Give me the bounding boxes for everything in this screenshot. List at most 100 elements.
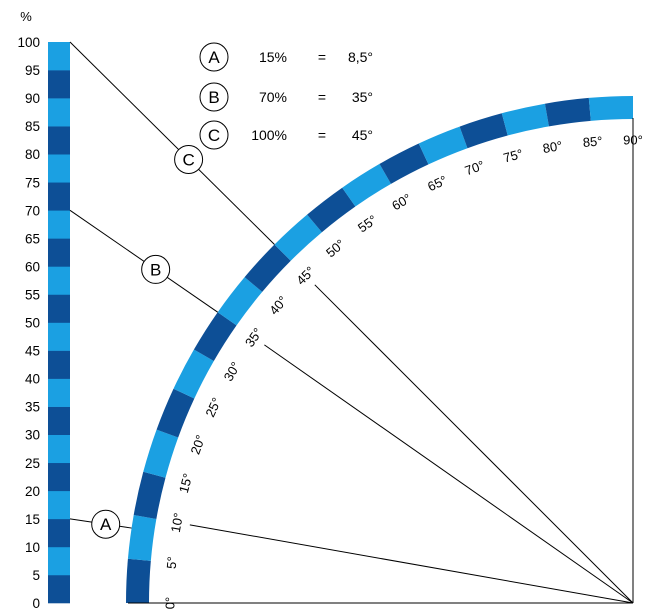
scale-segment: [48, 154, 70, 183]
percent-scale-bar: [48, 42, 70, 604]
scale-tick-label: 85: [25, 119, 40, 134]
legend-percent: 15%: [259, 49, 287, 65]
arc-segment: [342, 163, 391, 207]
angle-arc: [126, 96, 633, 603]
scale-segment: [48, 490, 70, 520]
scale-tick-label: 45: [25, 344, 40, 359]
arc-degree-label: 85°: [582, 133, 603, 150]
arc-degree-label: 30°: [221, 359, 244, 384]
arc-segment: [127, 514, 157, 561]
legend-marker-circle: [199, 42, 229, 72]
scale-tick-label: 65: [25, 231, 40, 246]
arc-degree-label: 70°: [463, 157, 487, 178]
arc-segment: [133, 471, 166, 519]
arc-degree-label: 65°: [425, 172, 449, 194]
arc-degree-label: 80°: [542, 138, 564, 156]
scale-segment: [48, 462, 70, 492]
arc-degree-label: 50°: [323, 236, 348, 260]
arc-segment: [193, 312, 237, 361]
arc-degree-label: 45°: [293, 263, 318, 288]
legend-equals: =: [318, 127, 326, 143]
marker-circle: [91, 509, 121, 539]
scale-tick-label: 30: [25, 428, 40, 443]
arc-degree-label: 75°: [502, 146, 525, 166]
arc-segment: [244, 244, 291, 292]
arc-segment: [544, 97, 591, 127]
arc-degree-label: 55°: [355, 212, 380, 236]
radial-line: [189, 524, 634, 604]
scale-tick-label: 20: [25, 484, 40, 499]
scale-tick-label: 60: [25, 259, 40, 274]
scale-tick-label: 5: [32, 568, 40, 583]
legend-equals: =: [318, 49, 326, 65]
arc-segment: [173, 349, 214, 399]
scale-tick-label: 100: [17, 35, 40, 50]
scale-segment: [48, 294, 70, 323]
scale-unit-label: %: [20, 9, 32, 24]
legend-row-b: B 70% = 35°: [199, 82, 373, 112]
arc-segment: [217, 277, 263, 326]
scale-tick-label: 40: [25, 372, 40, 387]
legend-percent: 70%: [259, 89, 287, 105]
legend-percent: 100%: [251, 127, 287, 143]
radial-line: [264, 344, 634, 604]
connector-lines: [69, 41, 634, 604]
scale-segment: [48, 378, 70, 407]
point-markers: A B C: [91, 144, 204, 539]
scale-tick-label: 10: [25, 540, 40, 555]
scale-segment: [48, 350, 70, 379]
arc-segment: [418, 126, 468, 165]
legend-row-a: A 15% = 8,5°: [199, 42, 373, 72]
legend-angle: 45°: [352, 127, 373, 143]
percent-scale-ticks: 0 5 10 15 20 25 30 35 40 45 50 55 60 65 70 75 80 85 90 95 10…: [17, 35, 40, 609]
scale-segment: [48, 70, 70, 99]
marker-circle: [174, 144, 204, 174]
arc-degree-label: 10°: [168, 512, 186, 534]
scale-tick-label: 0: [32, 596, 40, 609]
legend-marker-letter: C: [208, 126, 220, 145]
arc-degree-label: 15°: [176, 472, 196, 495]
scale-tick-label: 15: [25, 512, 40, 527]
arc-segment: [307, 187, 356, 233]
arc-degree-label: 5°: [164, 556, 180, 570]
legend-marker-letter: B: [208, 88, 219, 107]
scale-tick-label: 50: [25, 316, 40, 331]
scale-tick-label: 35: [25, 400, 40, 415]
arc-segment: [126, 558, 151, 603]
scale-segment: [48, 322, 70, 351]
legend-marker-circle: [199, 120, 229, 150]
arc-segment: [274, 214, 322, 261]
legend-angle: 35°: [352, 89, 373, 105]
marker-letter: B: [150, 260, 161, 279]
scale-tick-label: 70: [25, 203, 40, 218]
legend-angle: 8,5°: [348, 49, 373, 65]
scale-segment: [48, 238, 70, 267]
scale-tick-label: 75: [25, 175, 40, 190]
scale-segment: [48, 406, 70, 435]
scale-segment: [48, 98, 70, 127]
radial-line: [314, 284, 634, 604]
marker-connector-line: [69, 41, 275, 245]
scale-segment: [48, 518, 70, 548]
legend: A 15% = 8,5° B 70% = 35° C 100% = 45°: [199, 42, 373, 150]
arc-degree-label: 35°: [242, 325, 266, 350]
legend-row-c: C 100% = 45°: [199, 120, 373, 150]
marker-circle: [141, 254, 171, 284]
legend-marker-circle: [199, 82, 229, 112]
marker-letter: A: [100, 515, 112, 534]
arc-segment: [143, 429, 179, 478]
legend-marker-letter: A: [208, 48, 220, 67]
scale-segment: [48, 574, 70, 604]
scale-segment: [48, 266, 70, 295]
scale-tick-label: 80: [25, 147, 40, 162]
arc-segment: [156, 388, 195, 438]
arc-segment: [459, 113, 508, 149]
scale-tick-label: 90: [25, 91, 40, 106]
scale-tick-label: 55: [25, 287, 40, 302]
arc-degree-label: 25°: [202, 395, 224, 419]
arc-degree-label: 60°: [389, 191, 414, 214]
arc-degree-label: 20°: [187, 433, 208, 457]
legend-equals: =: [318, 89, 326, 105]
arc-segment: [501, 103, 549, 136]
